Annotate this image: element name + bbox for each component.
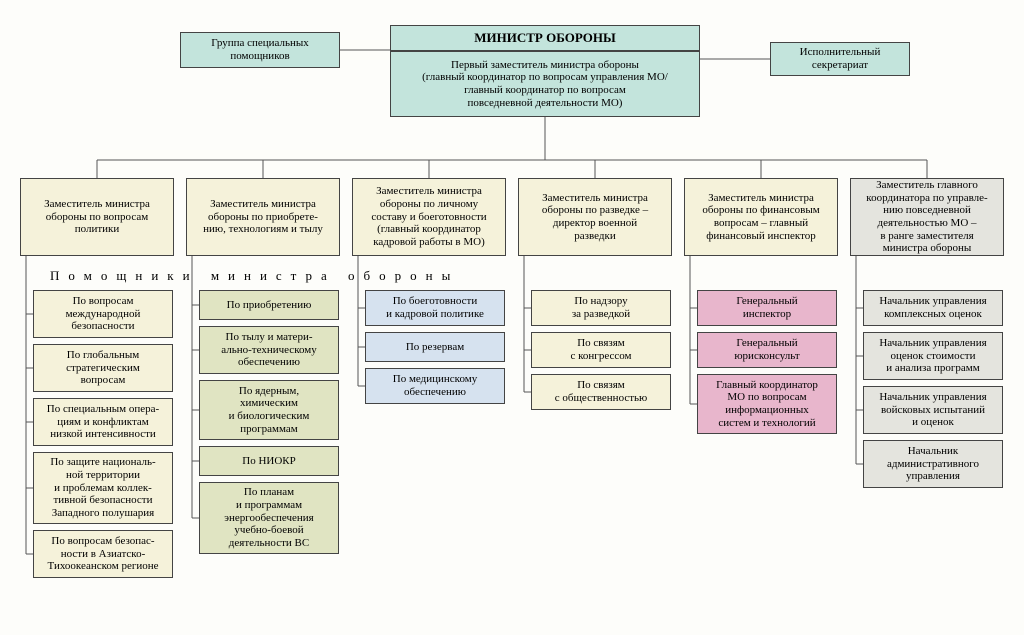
item-1-0: По приобретению — [199, 290, 339, 320]
item-3-2: По связямс общественностью — [531, 374, 671, 410]
item-5-3: Начальникадминистративногоуправления — [863, 440, 1003, 488]
item-0-3: По защите националь-ной территориии проб… — [33, 452, 173, 524]
item-0-0: По вопросаммеждународнойбезопасности — [33, 290, 173, 338]
deputy-head-3: Заместитель министраобороны по разведке … — [518, 178, 672, 256]
item-5-2: Начальник управлениявойсковых испытанийи… — [863, 386, 1003, 434]
item-2-2: По медицинскомуобеспечению — [365, 368, 505, 404]
item-2-0: По боеготовностии кадровой политике — [365, 290, 505, 326]
item-0-4: По вопросам безопас-ности в Азиатско-Тих… — [33, 530, 173, 578]
item-2-1: По резервам — [365, 332, 505, 362]
item-1-1: По тылу и матери-ально-техническомуобесп… — [199, 326, 339, 374]
item-0-2: По специальным опера-циям и конфликтамни… — [33, 398, 173, 446]
item-4-0: Генеральныйинспектор — [697, 290, 837, 326]
item-4-1: Генеральныйюрисконсульт — [697, 332, 837, 368]
special-helpers: Группа специальныхпомощников — [180, 32, 340, 68]
item-3-0: По надзоруза разведкой — [531, 290, 671, 326]
item-1-2: По ядерным,химическими биологическимпрог… — [199, 380, 339, 440]
exec-secretariat: Исполнительныйсекретариат — [770, 42, 910, 76]
deputy-head-4: Заместитель министраобороны по финансовы… — [684, 178, 838, 256]
deputy-head-2: Заместитель министраобороны по личномусо… — [352, 178, 506, 256]
item-5-0: Начальник управлениякомплексных оценок — [863, 290, 1003, 326]
assistants-banner: Помощники министра обороны — [50, 268, 459, 284]
item-1-3: По НИОКР — [199, 446, 339, 476]
first-deputy: Первый заместитель министра обороны(глав… — [390, 51, 700, 117]
deputy-head-5: Заместитель главногокоординатора по упра… — [850, 178, 1004, 256]
item-5-1: Начальник управленияоценок стоимостии ан… — [863, 332, 1003, 380]
item-4-2: Главный координаторМО по вопросаминформа… — [697, 374, 837, 434]
deputy-head-1: Заместитель министраобороны по приобрете… — [186, 178, 340, 256]
minister-title: МИНИСТР ОБОРОНЫ — [390, 25, 700, 51]
item-0-1: По глобальнымстратегическимвопросам — [33, 344, 173, 392]
item-1-4: По планами программамэнергообеспеченияуч… — [199, 482, 339, 554]
deputy-head-0: Заместитель министраобороны по вопросамп… — [20, 178, 174, 256]
item-3-1: По связямс конгрессом — [531, 332, 671, 368]
